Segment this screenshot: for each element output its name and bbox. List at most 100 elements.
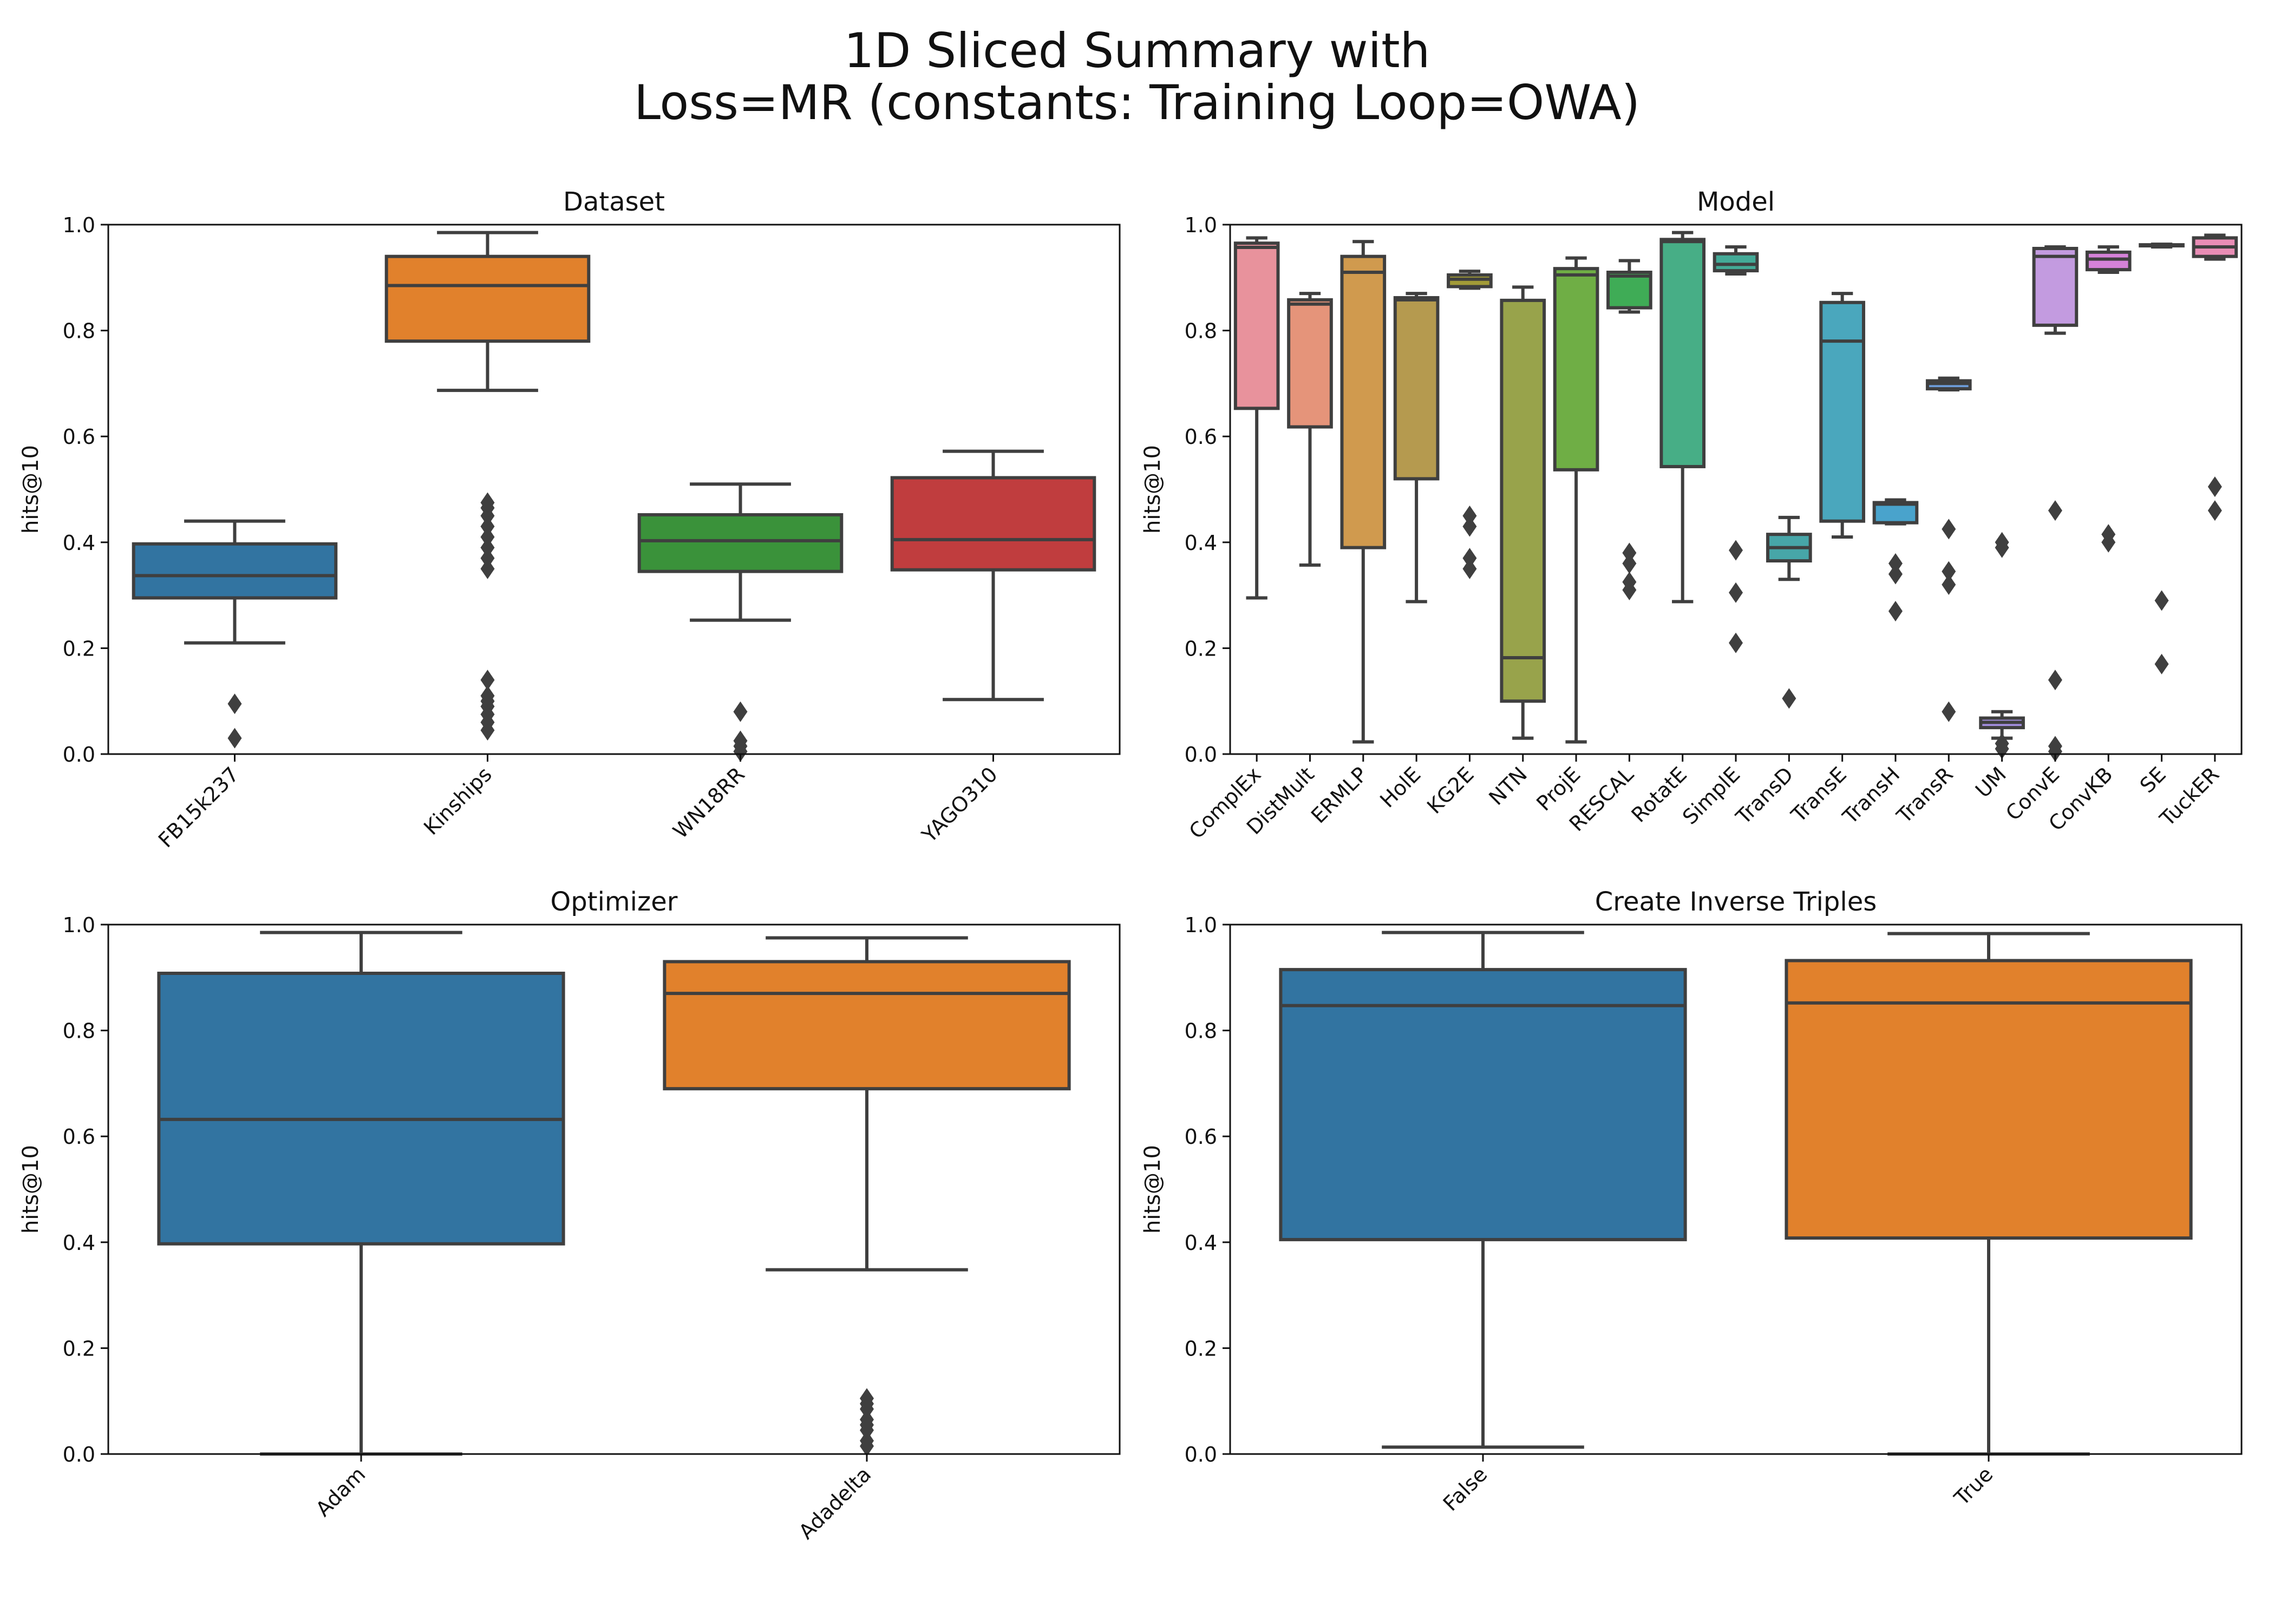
x-tick-label: KG2E — [1422, 762, 1479, 818]
panel-optimizer: Optimizer hits@10 0.0 0.2 0.4 0.6 0.8 1.0 Adam Ad… — [18, 887, 1121, 1544]
outlier-point — [1995, 733, 2009, 754]
y-tick-label: 0.8 — [1185, 319, 1217, 343]
iqr-box — [663, 960, 1071, 1091]
iqr-box — [1606, 271, 1652, 310]
panel-dataset: Dataset hits@10 0.0 0.2 0.4 0.6 0.8 1.0 FB15k237… — [18, 187, 1121, 852]
outlier-point — [2048, 736, 2062, 757]
panel-title: Create Inverse Triples — [1595, 887, 1877, 917]
outlier-point — [1729, 540, 1743, 561]
y-tick-label: 0.0 — [63, 743, 95, 767]
box-rescal — [1606, 259, 1652, 600]
outlier-point — [1729, 582, 1743, 603]
y-tick-label: 0.2 — [1185, 1337, 1217, 1360]
iqr-box — [1287, 298, 1333, 429]
outlier-point — [1729, 632, 1743, 653]
iqr-box — [1713, 252, 1759, 273]
y-tick-label: 0.6 — [63, 1125, 95, 1149]
panel-title: Dataset — [563, 187, 665, 217]
outlier-point — [480, 537, 495, 558]
outlier-point — [1995, 532, 2009, 553]
y-tick-label: 1.0 — [63, 913, 95, 937]
x-tick-label: TransH — [1838, 762, 1904, 829]
y-axis-label: hits@10 — [1140, 445, 1165, 534]
outlier-point — [1888, 600, 1903, 621]
x-tick-label: ERMLP — [1306, 762, 1372, 828]
box-se — [2139, 243, 2185, 675]
iqr-box — [384, 254, 591, 343]
y-tick-label: 0.8 — [63, 1019, 95, 1043]
figure-title-line-1: 1D Sliced Summary with — [844, 23, 1430, 78]
iqr-box — [1233, 241, 1280, 410]
panel-model: Modelhits@100.00.20.40.60.81.0ComplExDis… — [1140, 187, 2243, 843]
box-conve — [2032, 245, 2079, 762]
iqr-box — [2032, 247, 2079, 327]
x-tick-label: RotatE — [1627, 762, 1692, 827]
y-tick-label: 0.2 — [1185, 637, 1217, 660]
box-transe — [1819, 292, 1865, 539]
y-tick-label: 0.0 — [1185, 1443, 1217, 1466]
outlier-point — [733, 701, 748, 722]
y-tick-label: 0.6 — [1185, 1125, 1217, 1149]
box-simple — [1713, 245, 1759, 653]
x-tick-label: NTN — [1484, 762, 1532, 810]
outlier-point — [1622, 542, 1637, 564]
box-wn18rr — [637, 482, 844, 762]
iqr-box — [157, 971, 565, 1246]
x-tick-label: TransR — [1892, 762, 1958, 828]
axes-frame — [1229, 224, 2243, 755]
outlier-point — [480, 670, 495, 691]
box-adadelta — [663, 936, 1071, 1457]
y-tick-label: 0.4 — [63, 1231, 95, 1255]
outlier-point — [860, 1409, 874, 1430]
x-tick-label: Adam — [311, 1462, 370, 1521]
box-kg2e — [1447, 270, 1493, 579]
outlier-point — [1462, 558, 1477, 579]
y-tick-label: 0.4 — [1185, 531, 1217, 555]
box-ntn — [1500, 285, 1546, 740]
outlier-point — [2154, 590, 2169, 611]
iqr-box — [132, 542, 338, 600]
outlier-point — [480, 558, 495, 579]
outlier-point — [2048, 500, 2062, 521]
outlier-point — [480, 516, 495, 537]
panel-title: Model — [1697, 187, 1775, 217]
outlier-point — [480, 527, 495, 548]
outlier-point — [2207, 500, 2222, 521]
y-axis-label: hits@10 — [18, 1145, 43, 1234]
iqr-box — [2085, 250, 2132, 272]
y-tick-label: 0.8 — [63, 319, 95, 343]
box-rotate — [1659, 231, 1706, 604]
outlier-point — [860, 1388, 874, 1409]
outlier-point — [480, 685, 495, 706]
y-axis-label: hits@10 — [1140, 1145, 1165, 1234]
outlier-point — [1622, 553, 1637, 574]
x-tick-label: TransE — [1786, 762, 1851, 827]
box-hole — [1393, 292, 1440, 604]
y-tick-label: 1.0 — [63, 213, 95, 237]
outlier-point — [480, 548, 495, 569]
box-true — [1785, 932, 2193, 1456]
panel-create-inverse-triples: Create Inverse Triples hits@10 0.0 0.2 0.4 0.… — [1140, 887, 2243, 1516]
outlier-point — [1888, 564, 1903, 585]
box-tucker — [2192, 233, 2238, 521]
x-tick-label: TuckER — [2155, 762, 2224, 831]
y-tick-label: 1.0 — [1185, 213, 1217, 237]
box-fb15k237 — [132, 519, 338, 749]
box-kinships — [384, 231, 591, 741]
iqr-box — [890, 476, 1096, 572]
y-tick-label: 0.0 — [63, 1443, 95, 1466]
outlier-point — [1782, 688, 1796, 709]
box-um — [1979, 532, 2025, 759]
outlier-point — [2101, 524, 2116, 545]
box-proje — [1553, 256, 1599, 744]
iqr-box — [1553, 267, 1599, 472]
outlier-point — [2154, 653, 2169, 675]
iqr-box — [1500, 298, 1546, 703]
x-tick-label: FB15k237 — [154, 762, 244, 852]
outlier-point — [227, 693, 242, 715]
x-tick-label: HolE — [1375, 762, 1425, 812]
iqr-box — [1819, 300, 1865, 523]
box-convkb — [2085, 245, 2132, 553]
figure-title-line-2: Loss=MR (constants: Training Loop=OWA) — [633, 75, 1641, 130]
